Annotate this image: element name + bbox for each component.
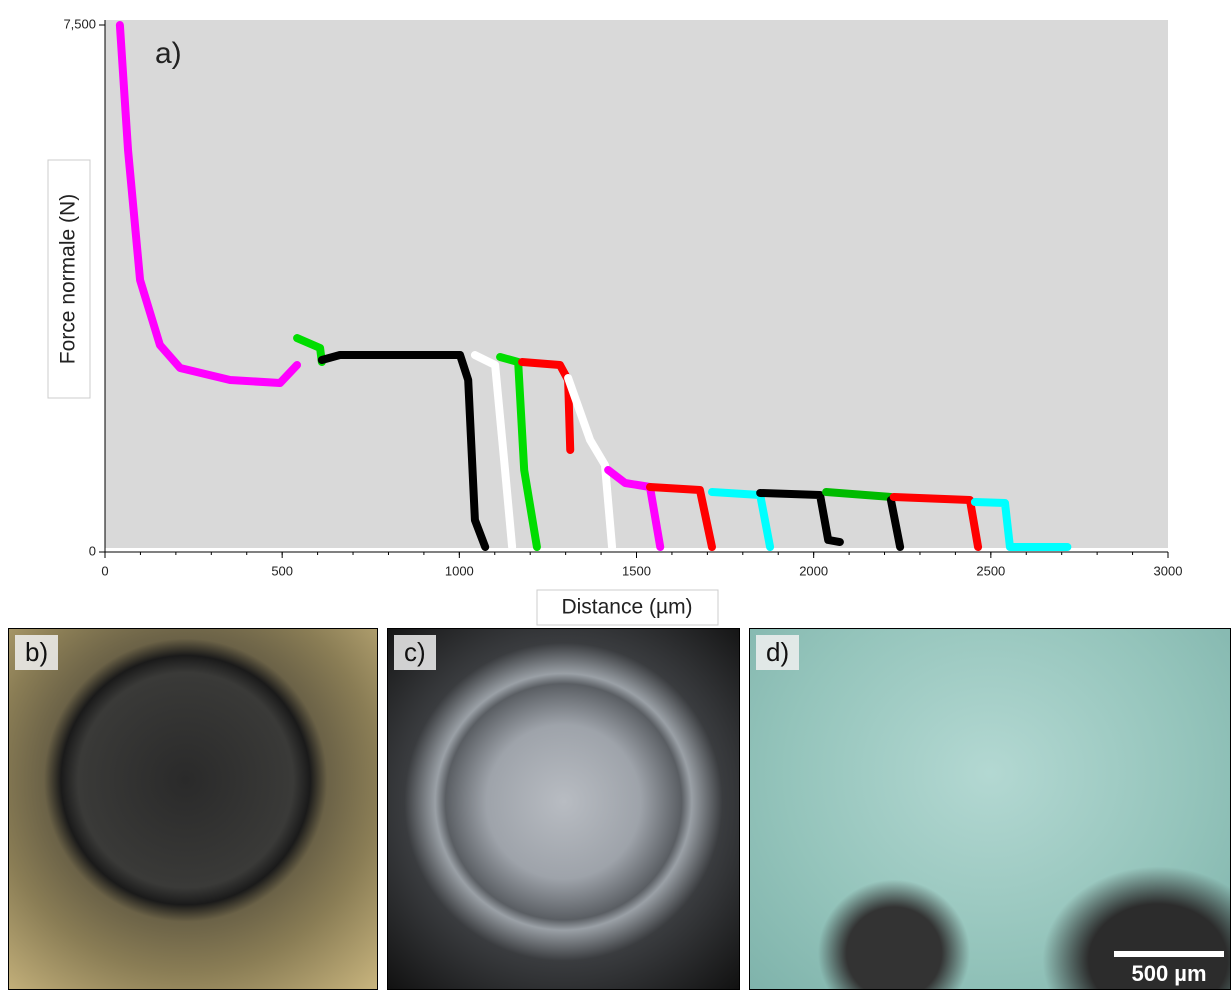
scale-bar-label: 500 µm: [1131, 961, 1207, 986]
photo-b: b): [8, 628, 378, 990]
data-line: [518, 357, 575, 454]
data-line: [115, 21, 302, 388]
y-label-box: [47, 159, 91, 399]
data-line: [496, 353, 541, 552]
data-line: [886, 496, 905, 552]
data-line: [564, 374, 617, 552]
x-tick-label: 500: [271, 563, 293, 578]
photo-c: c): [387, 628, 740, 990]
data-line: [970, 498, 1072, 552]
scale-bar: 500 µm: [1114, 951, 1224, 987]
x-tick-label: 1500: [622, 563, 651, 578]
chart-title: a): [155, 37, 182, 70]
data-line: [889, 492, 983, 552]
photo-d: d) 500 µm: [749, 628, 1231, 990]
chart: a) Distance (µm) Force normale (N) 0 500 1…: [47, 16, 1183, 626]
panel-label: d): [756, 635, 800, 670]
panel-label: c): [394, 635, 436, 670]
x-tick-label: 1000: [445, 563, 474, 578]
panel-label: b): [15, 635, 59, 670]
x-tick-label: 2500: [976, 563, 1005, 578]
x-axis-label: Distance (µm): [561, 596, 692, 619]
data-line: [645, 483, 716, 552]
x-tick-label: 2000: [799, 563, 828, 578]
plot-area: [105, 20, 1168, 548]
scale-bar-line: [1114, 951, 1224, 957]
data-line: [822, 487, 895, 501]
y-tick-label: 7,500: [63, 16, 96, 31]
y-tick-label: 0: [89, 543, 96, 558]
data-line: [604, 465, 665, 552]
x-tick-label: 3000: [1154, 563, 1183, 578]
y-axis-label: Force normale (N): [57, 194, 80, 364]
x-tick-label: 0: [101, 563, 108, 578]
data-line: [756, 488, 844, 547]
data-line: [470, 351, 517, 552]
data-line: [317, 351, 490, 552]
x-label-box: [536, 589, 719, 626]
